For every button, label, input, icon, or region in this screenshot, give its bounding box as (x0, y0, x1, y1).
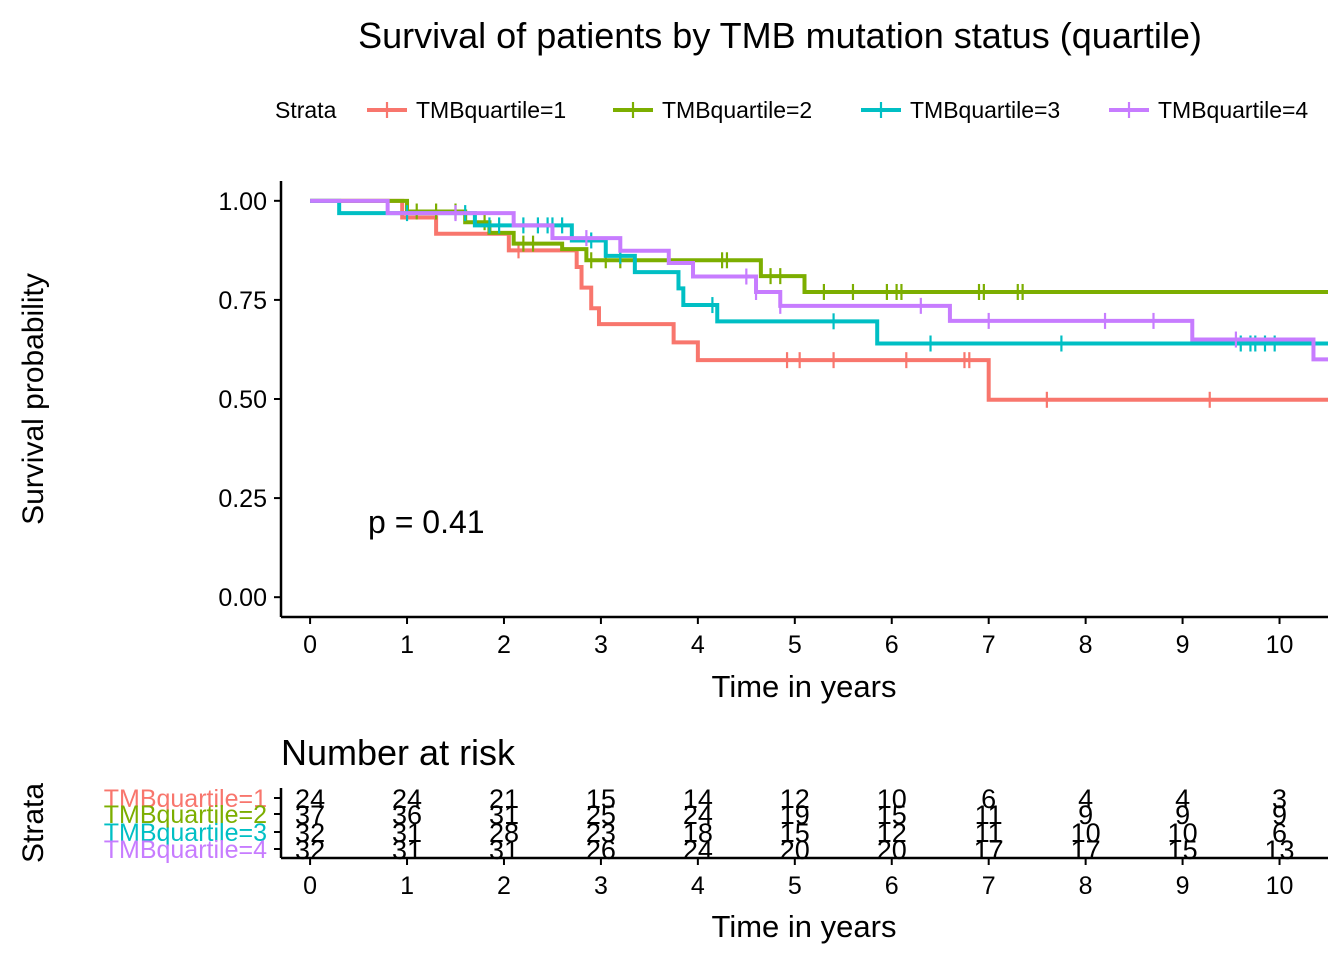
x-tick-label: 3 (594, 631, 608, 659)
risk-count: 4 (1078, 784, 1093, 814)
risk-count: 15 (877, 800, 907, 830)
x-tick-label: 10 (1266, 631, 1294, 659)
y-tick-label: 0.50 (218, 386, 267, 414)
risk-count: 32 (295, 818, 325, 848)
legend-label: TMBquartile=4 (1158, 97, 1308, 123)
risk-row-label: TMBquartile=4 (104, 836, 267, 864)
risk-row-label: TMBquartile=2 (104, 801, 267, 829)
p-value-annotation: p = 0.41 (368, 504, 485, 540)
risk-x-tick-label: 8 (1079, 872, 1093, 900)
risk-count: 10 (1168, 818, 1198, 848)
risk-count: 23 (586, 818, 616, 848)
survival-plot: 0.00 0.25 0.50 0.75 1.00 0 1 2 3 4 5 6 7 8 9 10 (218, 181, 1328, 659)
x-tick-label: 2 (497, 631, 511, 659)
risk-count: 19 (780, 800, 810, 830)
risk-count: 37 (295, 800, 325, 830)
survival-curve-line (310, 198, 1328, 362)
risk-table-x-title: Time in years (712, 909, 897, 944)
risk-count: 21 (489, 784, 519, 814)
survival-curves (310, 198, 1328, 408)
y-tick-label: 0.00 (218, 584, 267, 612)
risk-count: 10 (1071, 818, 1101, 848)
risk-count: 6 (1272, 818, 1287, 848)
risk-count: 9 (1272, 800, 1287, 830)
risk-x-tick-label: 7 (982, 872, 996, 900)
risk-count: 36 (392, 800, 422, 830)
risk-x-tick-label: 0 (303, 872, 317, 900)
risk-count: 12 (780, 784, 810, 814)
risk-count: 9 (1175, 800, 1190, 830)
risk-x-tick-label: 3 (594, 872, 608, 900)
risk-count: 18 (683, 818, 713, 848)
legend-label: TMBquartile=1 (416, 97, 566, 123)
risk-x-tick-label: 5 (788, 872, 802, 900)
chart-title: Survival of patients by TMB mutation sta… (358, 15, 1202, 56)
y-tick-label: 0.75 (218, 287, 267, 315)
series-2 (310, 198, 1328, 300)
risk-count: 12 (877, 818, 907, 848)
risk-count: 28 (489, 818, 519, 848)
risk-x-tick-label: 10 (1266, 872, 1294, 900)
risk-row-label: TMBquartile=1 (104, 785, 267, 813)
survival-curve-line (310, 198, 1328, 346)
x-tick-label: 4 (691, 631, 705, 659)
risk-x-tick-label: 9 (1176, 872, 1190, 900)
risk-x-tick-label: 2 (497, 872, 511, 900)
risk-count: 31 (392, 818, 422, 848)
x-tick-label: 5 (788, 631, 802, 659)
risk-count: 24 (683, 800, 713, 830)
risk-count: 11 (975, 818, 1003, 848)
risk-x-tick-label: 4 (691, 872, 705, 900)
risk-count: 24 (392, 784, 422, 814)
risk-table-title: Number at risk (281, 732, 516, 773)
risk-table: TMBquartile=1 24 24 21 15 14 12 10 6 4 4 3TMBquarti… (104, 784, 1328, 900)
x-tick-label: 7 (982, 631, 996, 659)
risk-count: 24 (295, 784, 325, 814)
risk-count: 25 (586, 800, 616, 830)
y-axis-title: Survival probability (17, 273, 50, 525)
x-tick-label: 1 (400, 631, 414, 659)
risk-count: 11 (975, 800, 1003, 830)
risk-row-label: TMBquartile=3 (104, 819, 267, 847)
risk-x-tick-label: 6 (885, 872, 899, 900)
series-3 (310, 198, 1328, 352)
risk-count: 6 (981, 784, 996, 814)
legend-title: Strata (275, 97, 337, 123)
risk-count: 4 (1175, 784, 1190, 814)
survival-curve-line (310, 198, 1328, 402)
x-tick-label: 0 (303, 631, 317, 659)
series-4 (310, 198, 1328, 362)
risk-count: 10 (877, 784, 907, 814)
y-tick-label: 0.25 (218, 485, 267, 513)
risk-count: 14 (683, 784, 713, 814)
risk-count: 3 (1272, 784, 1287, 814)
legend: Strata TMBquartile=1 TMBquartile=2 TMBquar… (275, 97, 1308, 123)
x-tick-label: 9 (1176, 631, 1190, 659)
risk-x-tick-label: 1 (400, 872, 414, 900)
legend-label: TMBquartile=3 (910, 97, 1060, 123)
x-tick-label: 8 (1079, 631, 1093, 659)
risk-count: 31 (489, 800, 519, 830)
x-tick-label: 6 (885, 631, 899, 659)
series-1 (310, 198, 1328, 408)
risk-count: 15 (780, 818, 810, 848)
y-tick-label: 1.00 (218, 188, 267, 216)
risk-count: 15 (586, 784, 616, 814)
risk-count: 9 (1078, 800, 1093, 830)
legend-label: TMBquartile=2 (662, 97, 812, 123)
x-axis-title: Time in years (712, 669, 897, 704)
risk-table-y-title: Strata (17, 783, 50, 863)
